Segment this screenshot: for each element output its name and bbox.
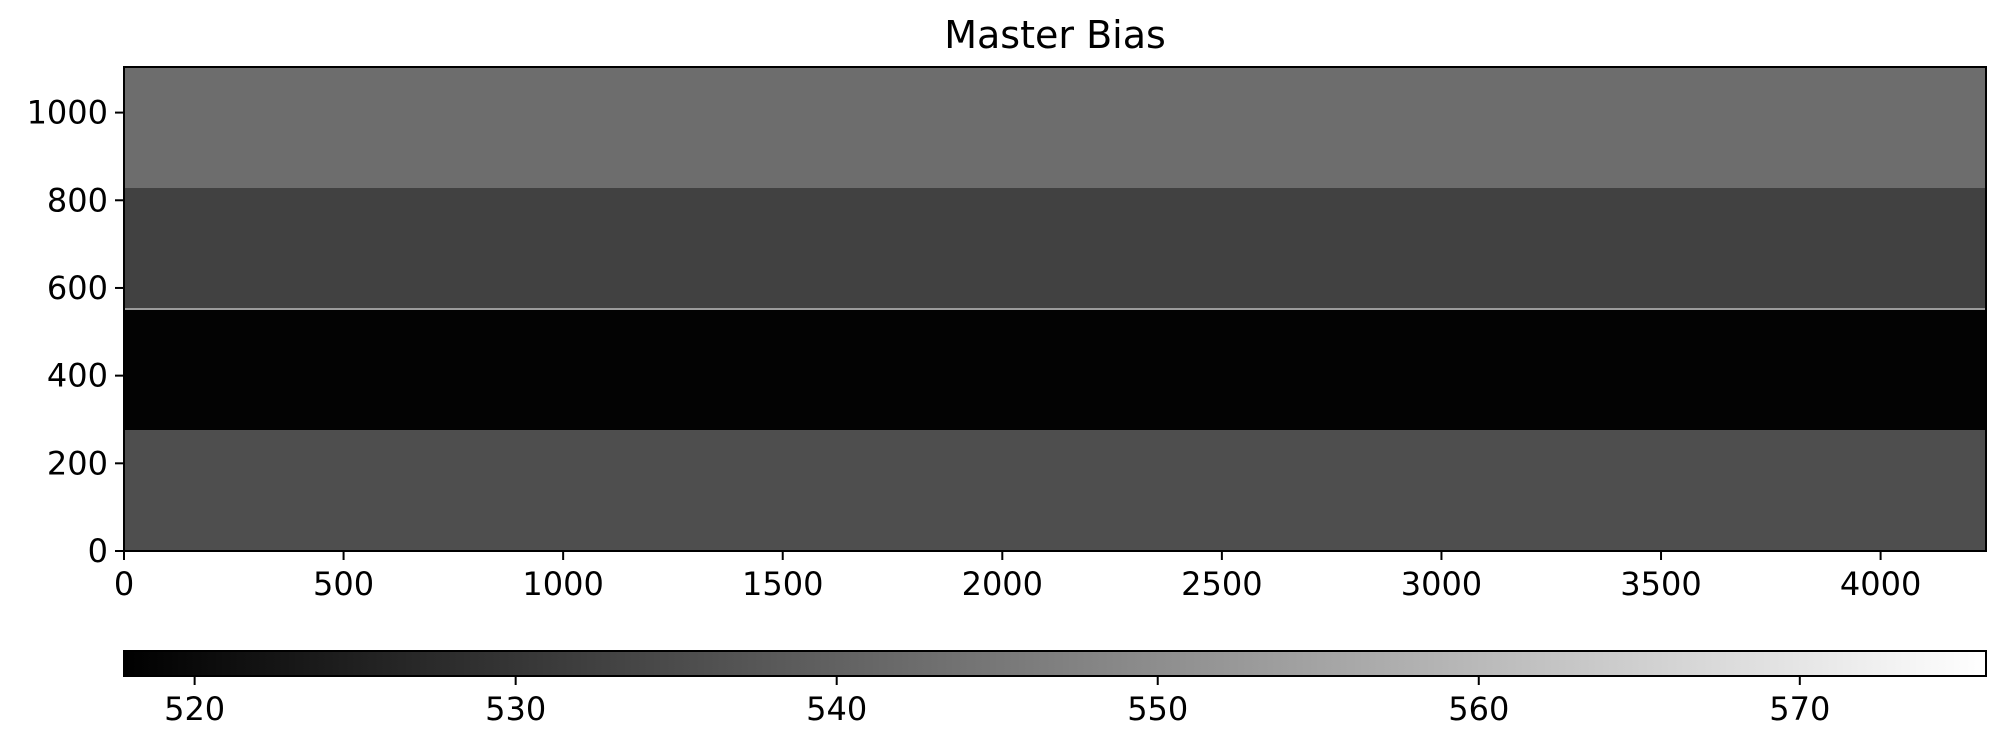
x-tick-label: 3500 (1620, 565, 1701, 603)
colorbar-tick-label: 520 (164, 690, 225, 728)
y-tick-label: 400 (47, 357, 108, 395)
y-tick-label: 600 (47, 269, 108, 307)
x-tick-label: 3000 (1401, 565, 1482, 603)
x-tick-label: 0 (114, 565, 134, 603)
image-band-4 (124, 67, 1986, 188)
x-axis: 0 500 1000 1500 2000 2500 3000 3500 4000 (114, 551, 1921, 603)
colorbar-frame (123, 650, 1987, 677)
chart-title: Master Bias (944, 13, 1166, 57)
colorbar (124, 651, 1986, 676)
x-tick-label: 1500 (742, 565, 823, 603)
colorbar-tick-label: 540 (806, 690, 867, 728)
x-tick-label: 4000 (1840, 565, 1921, 603)
y-tick-label: 1000 (27, 94, 108, 132)
image-band-2 (124, 309, 1986, 430)
y-tick-label: 0 (88, 532, 108, 570)
y-axis: 0 200 400 600 800 1000 (27, 94, 124, 570)
colorbar-tick-label: 550 (1127, 690, 1188, 728)
colorbar-axis: 520 530 540 550 560 570 (164, 676, 1830, 728)
image-band-1 (124, 430, 1986, 551)
image-band-3 (124, 188, 1986, 309)
y-tick-label: 800 (47, 181, 108, 219)
plot-frame (123, 66, 1987, 552)
y-tick-label: 200 (47, 444, 108, 482)
x-tick-label: 2000 (962, 565, 1043, 603)
colorbar-tick-label: 570 (1769, 690, 1830, 728)
colorbar-tick-label: 530 (485, 690, 546, 728)
image-bands (124, 67, 1986, 551)
x-tick-label: 1000 (522, 565, 603, 603)
x-tick-label: 500 (313, 565, 374, 603)
colorbar-tick-label: 560 (1448, 690, 1509, 728)
x-tick-label: 2500 (1181, 565, 1262, 603)
